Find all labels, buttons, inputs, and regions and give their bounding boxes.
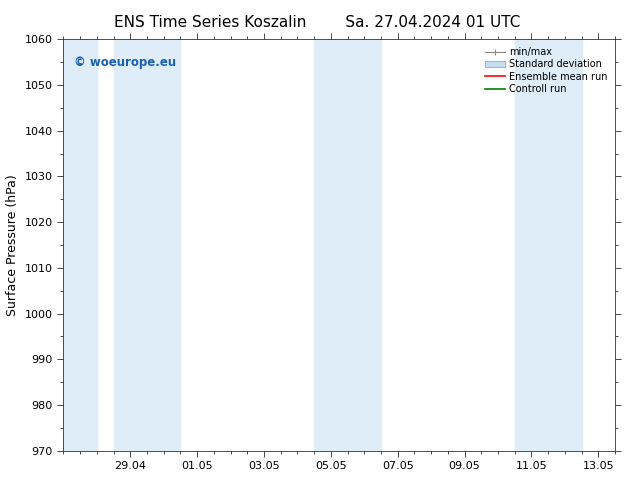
Text: ENS Time Series Koszalin        Sa. 27.04.2024 01 UTC: ENS Time Series Koszalin Sa. 27.04.2024 … — [114, 15, 520, 30]
Text: © woeurope.eu: © woeurope.eu — [74, 56, 176, 69]
Bar — [314, 39, 381, 451]
Legend: min/max, Standard deviation, Ensemble mean run, Controll run: min/max, Standard deviation, Ensemble me… — [482, 44, 610, 97]
Bar — [113, 39, 181, 451]
Bar — [515, 39, 581, 451]
Bar — [63, 39, 97, 451]
Y-axis label: Surface Pressure (hPa): Surface Pressure (hPa) — [6, 174, 19, 316]
